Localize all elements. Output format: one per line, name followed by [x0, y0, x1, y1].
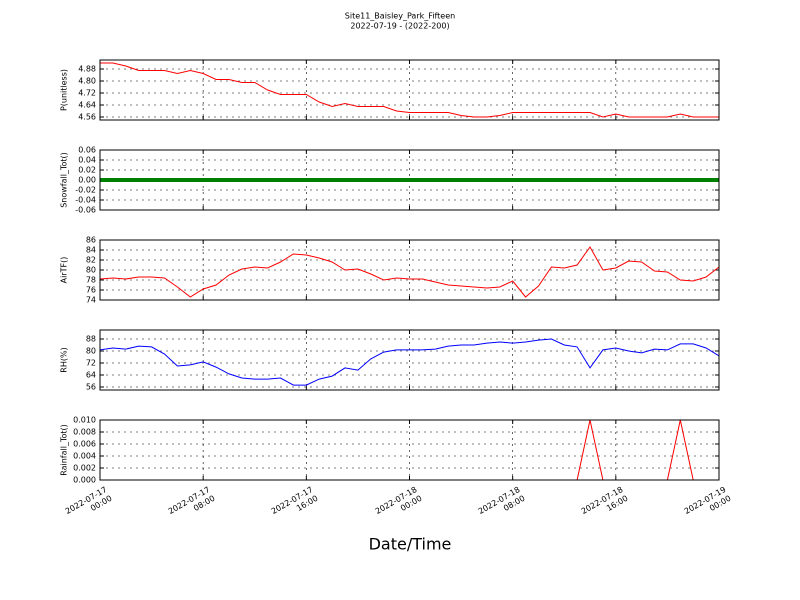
- y-tick-label: 82: [86, 256, 96, 265]
- y-tick-label: 64: [86, 371, 96, 380]
- y-tick-label: 78: [86, 276, 96, 285]
- y-tick-label: 0.06: [78, 146, 96, 155]
- plot-frame: [99, 239, 720, 301]
- y-tick-label: -0.04: [75, 196, 96, 205]
- y-tick-label: 0.000: [73, 476, 96, 485]
- y-tick-label: 0.02: [78, 166, 96, 175]
- y-tick-label: 4.64: [78, 101, 96, 110]
- plot-frame: [99, 149, 720, 211]
- y-tick-label: -0.02: [75, 186, 96, 195]
- y-tick-label: 56: [86, 383, 96, 392]
- y-axis-label: RH(%): [60, 347, 69, 372]
- y-tick-label: 4.56: [78, 113, 96, 122]
- y-axis-label: Snowfall_Tot(): [60, 152, 69, 208]
- data-line: [99, 338, 720, 386]
- y-tick-label: 72: [86, 359, 96, 368]
- y-tick-label: -0.06: [75, 206, 96, 215]
- data-line: [100, 62, 719, 118]
- y-tick-label: 80: [86, 347, 96, 356]
- x-axis-label: Date/Time: [369, 535, 452, 554]
- y-tick-label: 0.004: [73, 452, 96, 461]
- plot-frame: [99, 329, 720, 391]
- y-tick-label: 84: [86, 246, 96, 255]
- y-tick-label: 4.88: [78, 65, 96, 74]
- y-tick-label: 74: [86, 296, 96, 305]
- chart-subtitle: 2022-07-19 - (2022-200): [350, 22, 449, 31]
- y-tick-label: 0.00: [78, 176, 96, 185]
- y-tick-label: 0.008: [73, 428, 96, 437]
- y-tick-label: 4.72: [78, 89, 96, 98]
- y-axis-label: P(unitless): [60, 69, 69, 111]
- data-line: [99, 246, 720, 298]
- y-tick-label: 0.006: [73, 440, 96, 449]
- y-axis-label: Rainfall_Tot(): [60, 424, 69, 476]
- y-tick-label: 86: [86, 236, 96, 245]
- plot-frame: [99, 419, 720, 481]
- y-tick-label: 0.010: [73, 416, 96, 425]
- plot-frame: [99, 59, 720, 121]
- y-axis-label: AirTF(): [60, 257, 69, 284]
- y-tick-label: 0.04: [78, 156, 96, 165]
- y-tick-label: 4.80: [78, 77, 96, 86]
- chart-title: Site11_Baisley_Park_Fifteen: [345, 12, 455, 21]
- y-tick-label: 88: [86, 335, 96, 344]
- y-tick-label: 80: [86, 266, 96, 275]
- y-tick-label: 76: [86, 286, 96, 295]
- y-tick-label: 0.002: [73, 464, 96, 473]
